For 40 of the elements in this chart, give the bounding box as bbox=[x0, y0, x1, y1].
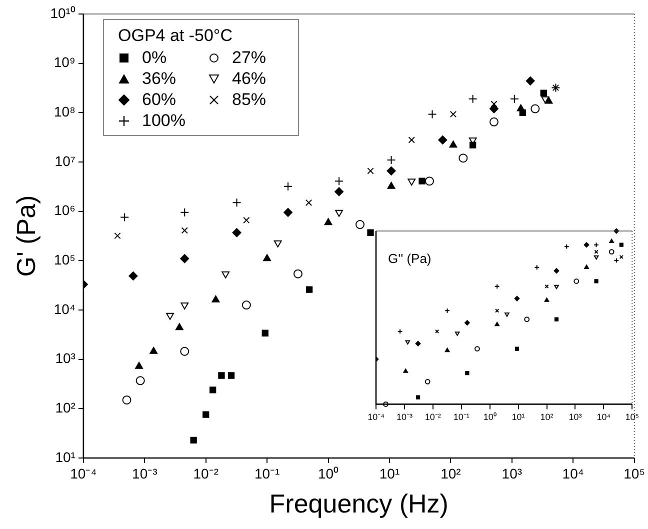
annotation: G'' (Pa) bbox=[388, 251, 432, 266]
y-tick-label: 10⁸ bbox=[54, 104, 76, 120]
x-tick-label: 10⁻¹ bbox=[254, 465, 280, 482]
legend-title: OGP4 at -50°C bbox=[118, 26, 234, 46]
y-tick-label: 10³ bbox=[55, 350, 76, 366]
x-tick-label: 10⁰ bbox=[483, 412, 496, 422]
legend-label: 36% bbox=[142, 69, 176, 89]
x-tick-label: 10² bbox=[440, 465, 462, 482]
x-tick-label: 10³ bbox=[502, 465, 522, 482]
x-tick-label: 10⁴ bbox=[596, 412, 611, 422]
x-tick-label: 10⁻¹ bbox=[453, 412, 470, 422]
x-tick-label: 10¹ bbox=[512, 412, 525, 422]
legend-label: 85% bbox=[232, 90, 266, 110]
x-tick-label: 10³ bbox=[568, 412, 582, 422]
legend-label: 100% bbox=[142, 111, 186, 131]
x-tick-label: 10⁰ bbox=[318, 465, 339, 482]
y-tick-label: 10⁷ bbox=[54, 152, 76, 169]
legend-label: 27% bbox=[232, 48, 266, 68]
y-tick-label: 10⁴ bbox=[54, 300, 76, 317]
x-tick-label: 10⁻⁴ bbox=[368, 412, 385, 422]
y-tick-label: 10¹⁰ bbox=[50, 4, 76, 21]
y-tick-label: 10⁶ bbox=[54, 202, 76, 218]
legend-label: 0% bbox=[142, 48, 167, 68]
legend-label: 60% bbox=[142, 90, 176, 110]
legend-label: 46% bbox=[232, 69, 266, 89]
x-tick-label: 10⁵ bbox=[624, 465, 646, 482]
x-tick-label: 10⁻² bbox=[424, 412, 441, 422]
x-tick-label: 10⁻² bbox=[193, 465, 219, 482]
x-tick-label: 10⁵ bbox=[625, 412, 640, 422]
x-axis-title: Frequency (Hz) bbox=[269, 488, 448, 519]
x-tick-label: 10⁻⁴ bbox=[70, 465, 97, 482]
x-tick-label: 10¹ bbox=[379, 465, 400, 482]
y-tick-label: 10⁵ bbox=[54, 252, 76, 268]
x-tick-label: 10⁴ bbox=[562, 465, 584, 482]
y-tick-label: 10⁹ bbox=[54, 54, 76, 70]
y-axis-title: G' (Pa) bbox=[10, 195, 41, 277]
x-tick-label: 10⁻³ bbox=[132, 465, 158, 482]
x-tick-label: 10⁻³ bbox=[396, 412, 412, 422]
y-tick-label: 10¹ bbox=[55, 448, 76, 465]
x-tick-label: 10² bbox=[540, 412, 554, 422]
